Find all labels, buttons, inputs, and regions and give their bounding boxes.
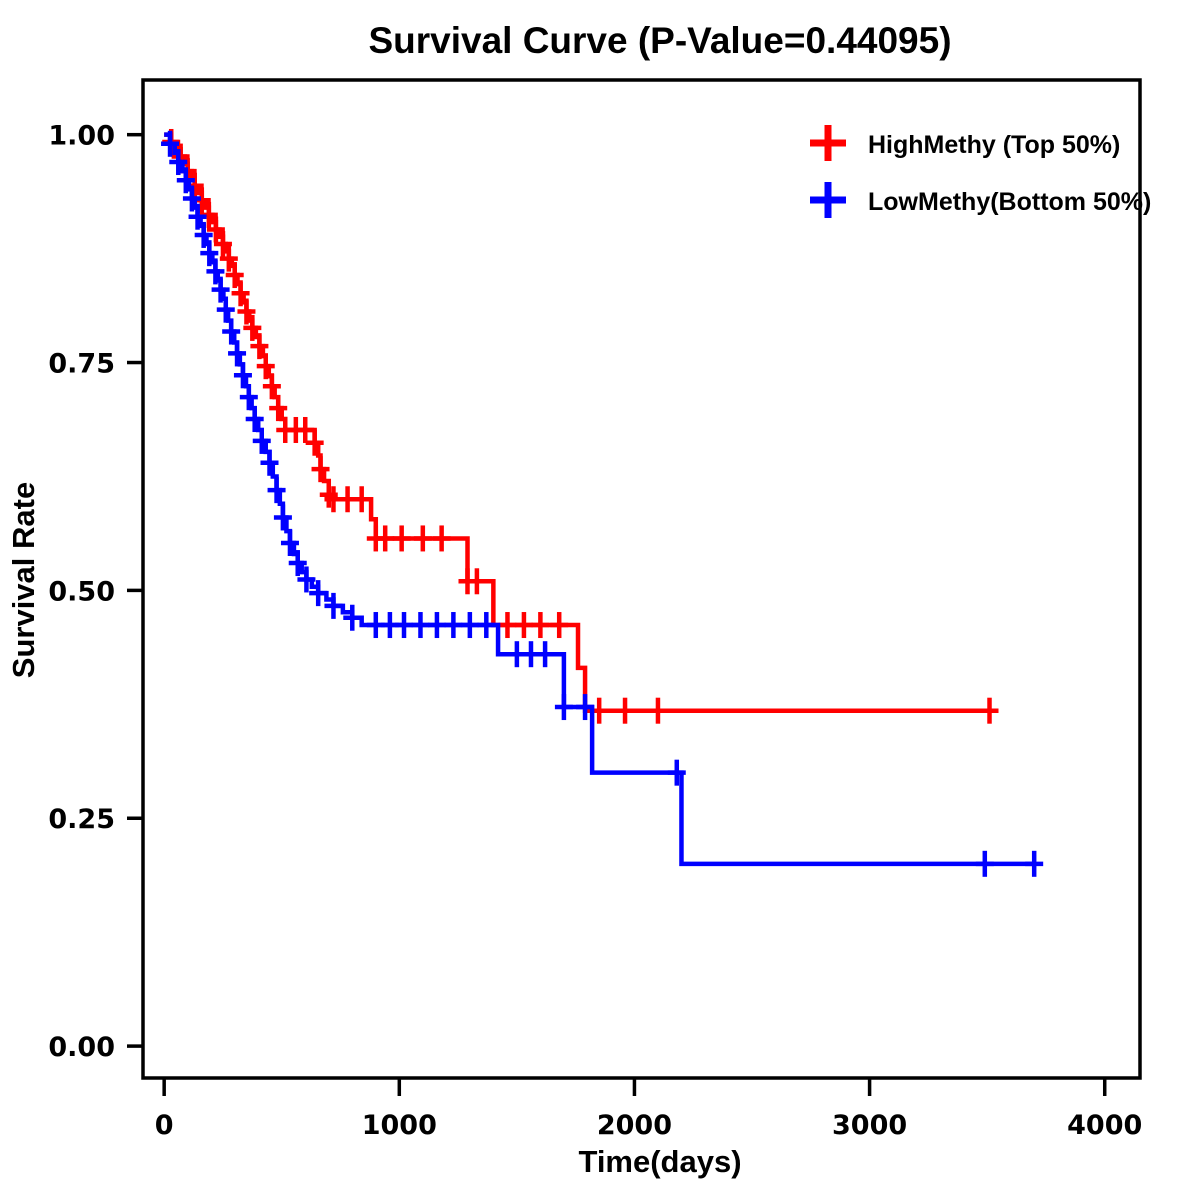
y-tick-label: 0.00 (48, 1032, 115, 1063)
series-layer (161, 128, 1044, 877)
x-tick-label: 4000 (1067, 1110, 1142, 1141)
x-tick-label: 0 (155, 1110, 174, 1141)
y-tick-label: 0.75 (48, 349, 115, 380)
y-tick-label: 1.00 (48, 121, 115, 152)
x-tick-label: 3000 (832, 1110, 907, 1141)
y-axis-label: Survival Rate (6, 482, 41, 678)
chart-legend: HighMethy (Top 50%) LowMethy(Bottom 50%) (810, 125, 1151, 218)
y-tick-label: 0.25 (48, 804, 115, 835)
legend-label: LowMethy(Bottom 50%) (868, 188, 1151, 216)
legend-item-low-methy[interactable]: LowMethy(Bottom 50%) (810, 182, 1151, 218)
survival-series-high-methy (162, 128, 999, 724)
y-axis-tick-group: 0.00 0.25 0.50 0.75 1.00 (48, 121, 143, 1063)
chart-title: Survival Curve (P-Value=0.44095) (368, 20, 951, 61)
x-axis-tick-group: 0 1000 2000 3000 4000 (155, 1078, 1142, 1141)
y-tick-label: 0.50 (48, 576, 115, 607)
plot-frame (141, 78, 1142, 1080)
legend-label: HighMethy (Top 50%) (868, 131, 1120, 159)
x-axis-label: Time(days) (578, 1144, 741, 1179)
x-tick-label: 2000 (597, 1110, 672, 1141)
legend-item-high-methy[interactable]: HighMethy (Top 50%) (810, 125, 1120, 161)
x-tick-label: 1000 (362, 1110, 437, 1141)
survival-series-low-methy (161, 130, 1044, 877)
